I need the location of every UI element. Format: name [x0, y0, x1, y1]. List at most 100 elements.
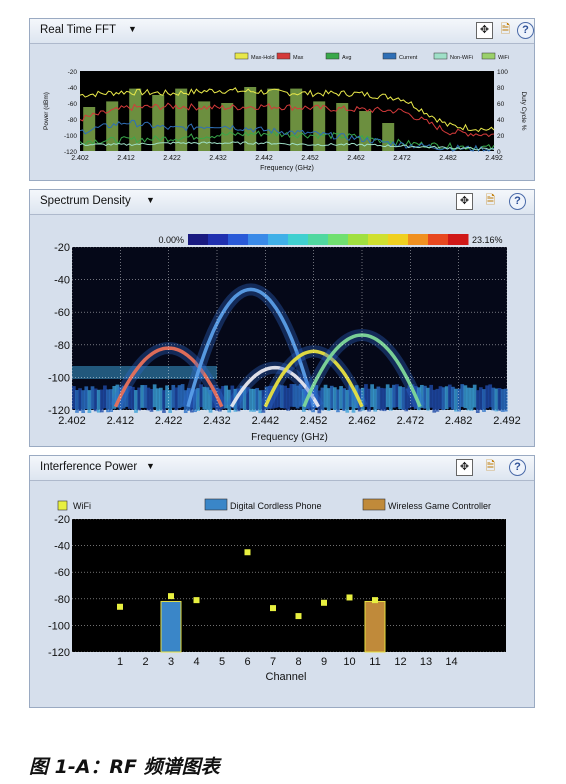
- noise-floor-band: [395, 384, 399, 408]
- help-icon[interactable]: ?: [517, 22, 534, 39]
- wifi-duty-bar: [290, 88, 303, 151]
- interference-chart: WiFi Digital Cordless Phone Wireless Game …: [48, 498, 506, 683]
- legend-label: Avg: [342, 55, 351, 61]
- noise-floor-band: [385, 384, 390, 408]
- y-tick-label: -20: [54, 514, 70, 526]
- y2-tick-label: 0: [497, 149, 501, 156]
- legend-label: Wireless Game Controller: [388, 501, 491, 511]
- low-band-streak: [72, 365, 217, 380]
- x-tick-label: 2.462: [347, 155, 365, 162]
- y-tick-label: -80: [54, 594, 70, 606]
- fft-dropdown-icon[interactable]: ▼: [128, 24, 137, 34]
- y-tick-label: -60: [54, 307, 70, 319]
- x-tick-label: 2.432: [209, 155, 227, 162]
- noise-floor-band: [165, 385, 169, 409]
- plot-area: [72, 247, 507, 410]
- density-panel-header: Spectrum Density ▼ ✥ 🗎 ?: [30, 190, 534, 215]
- y-tick-label: -20: [68, 69, 78, 76]
- fit-icon[interactable]: ✥: [476, 22, 493, 39]
- noise-floor-band: [392, 384, 396, 408]
- colorbar-segment: [428, 234, 449, 245]
- colorbar-segment: [228, 234, 249, 245]
- y2-tick-label: 100: [497, 69, 508, 76]
- legend-swatch: [362, 498, 386, 511]
- noise-floor-band: [252, 388, 256, 412]
- signal-arc: [263, 349, 364, 408]
- noise-floor-band: [444, 386, 449, 410]
- fit-icon[interactable]: ✥: [456, 193, 473, 210]
- interference-panel-title: Interference Power: [40, 461, 138, 473]
- wifi-point: [244, 549, 251, 556]
- density-chart: 0.00% 23.16% 2.402 2.412 2.422 2.432 2.442 2.45…: [48, 234, 521, 443]
- fft-series-line: [79, 102, 495, 138]
- x-tick-label: 2.422: [155, 415, 183, 427]
- noise-floor-band: [482, 389, 486, 412]
- legend-swatch: [382, 52, 397, 60]
- colorbar-segment: [448, 234, 469, 245]
- noise-floor-band: [236, 388, 241, 412]
- wifi-duty-bar: [129, 88, 142, 151]
- y-tick-label: -60: [68, 101, 78, 108]
- wifi-point: [321, 599, 327, 606]
- noise-floor-band: [429, 384, 434, 408]
- fft-series-line: [79, 119, 495, 153]
- interference-bar: [160, 600, 182, 653]
- wifi-point: [295, 613, 302, 620]
- help-icon[interactable]: ?: [509, 459, 526, 476]
- wifi-duty-bar: [175, 88, 188, 151]
- wifi-point: [270, 605, 276, 612]
- noise-floor-band: [183, 390, 188, 414]
- noise-floor-band: [90, 386, 95, 410]
- export-icon[interactable]: 🗎: [485, 193, 496, 207]
- noise-floor-band: [78, 388, 82, 412]
- fit-icon[interactable]: ✥: [456, 459, 473, 476]
- noise-floor-band: [494, 388, 499, 412]
- y-tick-label: -80: [54, 340, 70, 352]
- x-tick-label: 2.482: [439, 155, 457, 162]
- noise-floor-band: [379, 387, 384, 411]
- fft-panel-header: Real Time FFT ▼ ✥ 🗎 ?: [30, 19, 534, 44]
- noise-floor-band: [155, 388, 160, 412]
- noise-floor-band: [283, 385, 287, 409]
- export-icon[interactable]: 🗎: [500, 22, 511, 36]
- noise-floor-band: [460, 384, 465, 407]
- density-panel-title: Spectrum Density: [40, 195, 131, 207]
- noise-floor-band: [336, 389, 340, 413]
- noise-floor-band: [124, 384, 129, 407]
- legend-swatch: [234, 52, 249, 60]
- x-tick-label: 2.412: [107, 415, 135, 427]
- noise-floor-band: [329, 385, 334, 409]
- y-tick-label: -120: [64, 149, 77, 156]
- y2-tick-label: 20: [497, 133, 505, 140]
- interference-panel-header: Interference Power ▼ ✥ 🗎 ?: [30, 456, 534, 481]
- noise-floor-band: [432, 389, 437, 413]
- noise-floor-band: [152, 384, 157, 408]
- x-axis-label: Channel: [266, 671, 307, 683]
- y2-tick-label: 40: [497, 117, 505, 124]
- export-icon[interactable]: 🗎: [485, 459, 496, 473]
- fft-panel-title: Real Time FFT: [40, 24, 117, 36]
- noise-floor-band: [373, 388, 378, 412]
- colorbar-segment: [248, 234, 269, 245]
- help-icon[interactable]: ?: [509, 193, 526, 210]
- legend-label: Non-WiFi: [450, 55, 473, 61]
- density-dropdown-icon[interactable]: ▼: [146, 195, 155, 205]
- noise-floor-band: [441, 387, 446, 411]
- noise-floor-band: [137, 387, 141, 411]
- noise-floor-band: [451, 386, 455, 410]
- noise-floor-band: [270, 385, 275, 409]
- noise-floor-band: [401, 387, 406, 410]
- noise-floor-band: [121, 385, 126, 409]
- interference-dropdown-icon[interactable]: ▼: [146, 461, 155, 471]
- legend-swatch: [204, 498, 228, 511]
- wifi-point: [372, 597, 378, 604]
- noise-floor-band: [280, 385, 284, 409]
- y-tick-label: -60: [54, 567, 70, 579]
- colorbar-min-label: 0.00%: [158, 235, 184, 245]
- x-tick-label: 2.422: [163, 155, 181, 162]
- colorbar-segment: [408, 234, 429, 245]
- noise-floor-band: [326, 388, 331, 411]
- noise-floor-band: [115, 384, 120, 408]
- noise-floor-band: [242, 387, 247, 410]
- noise-floor-band: [426, 387, 430, 411]
